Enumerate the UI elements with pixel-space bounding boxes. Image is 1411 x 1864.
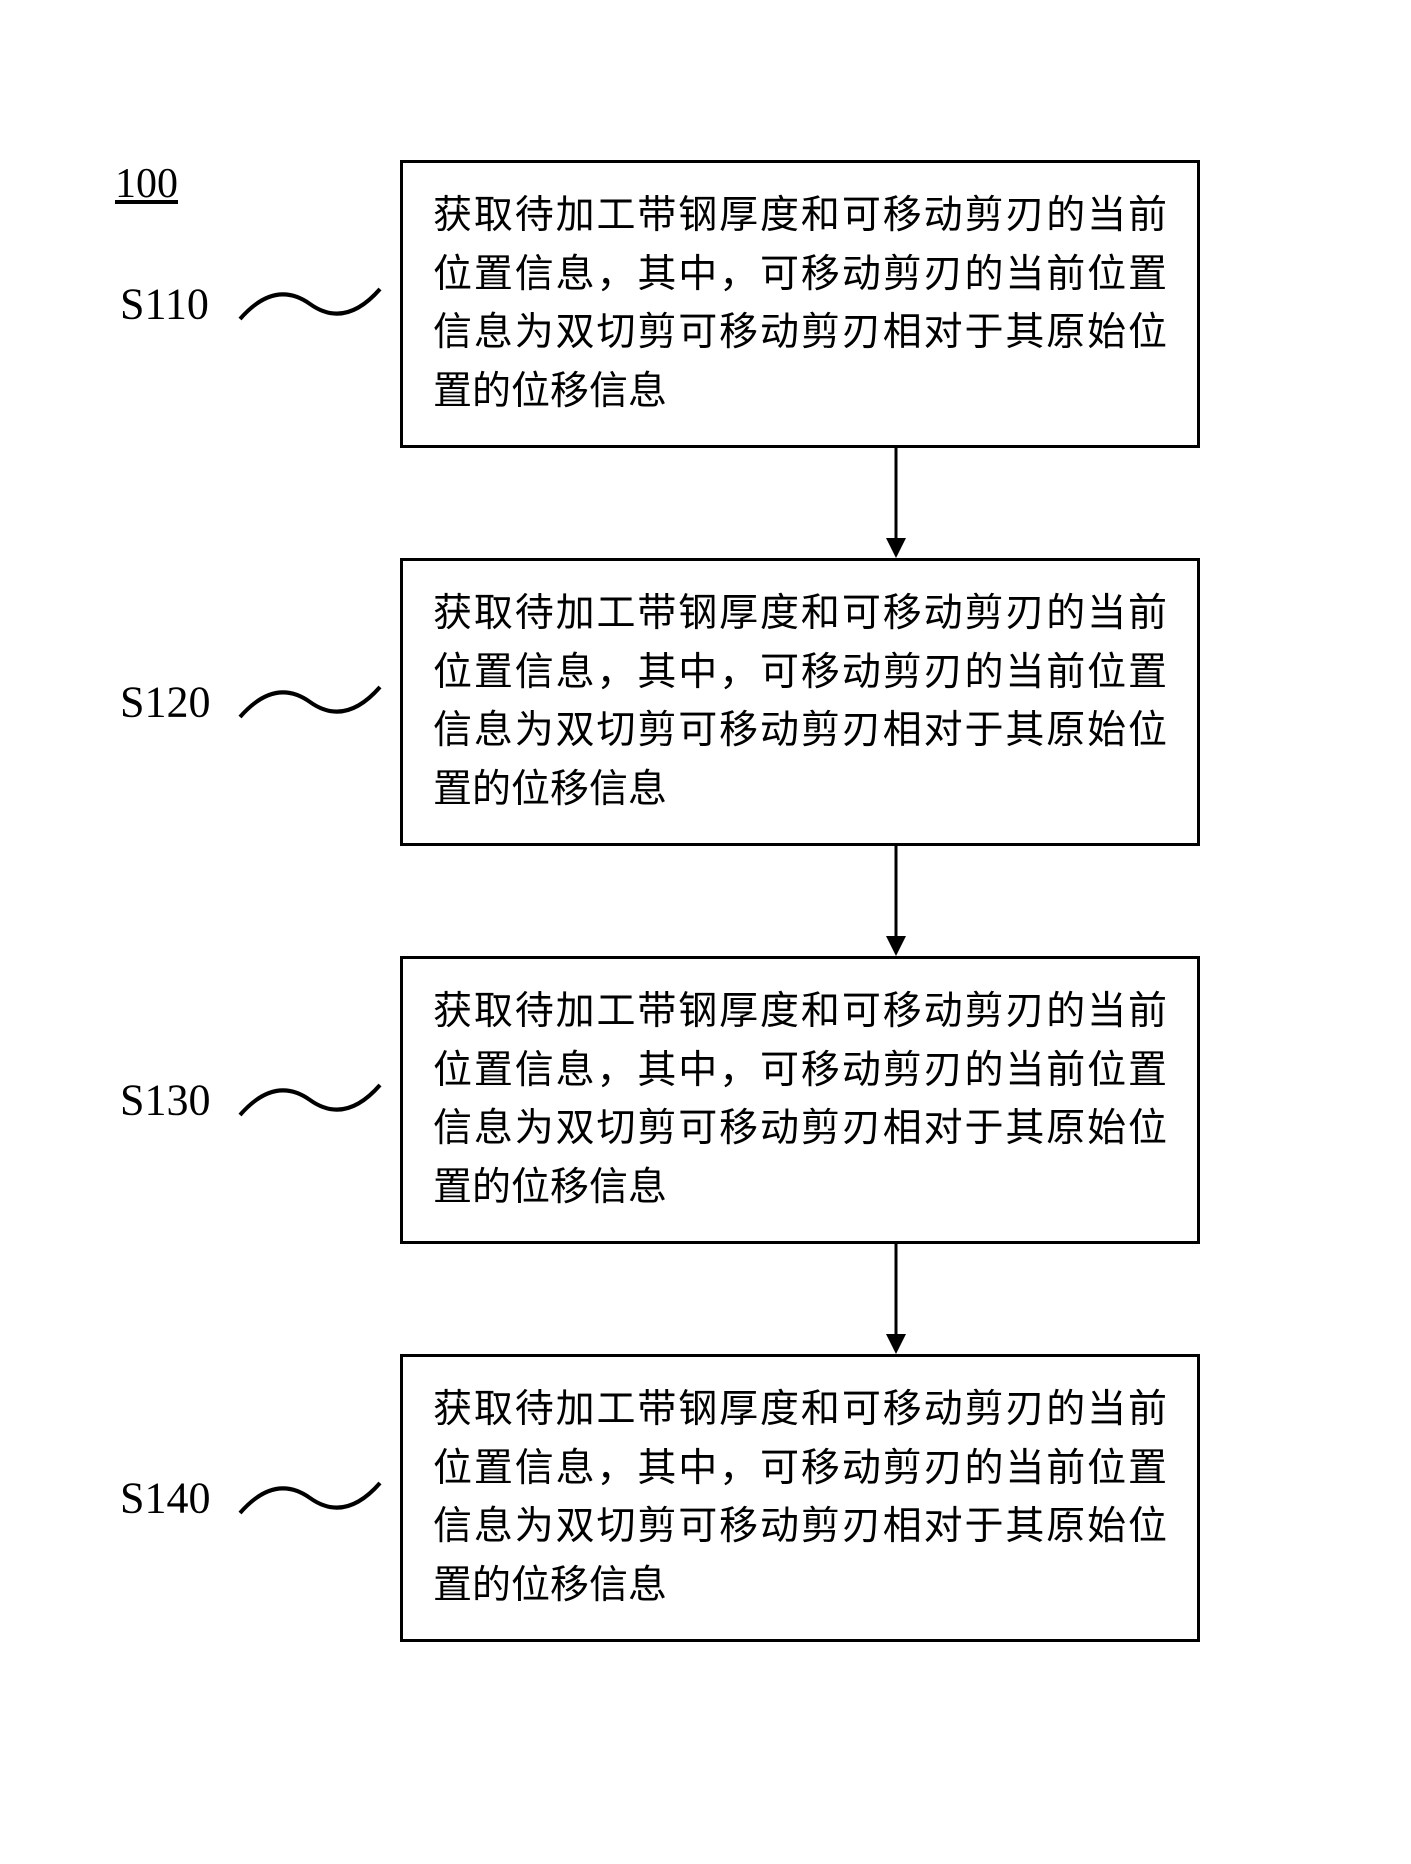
step-row: S110 获取待加工带钢厚度和可移动剪刃的当前位置信息，其中，可移动剪刃的当前位… xyxy=(120,160,1391,448)
wave-connector-icon xyxy=(235,672,385,732)
arrow-container xyxy=(496,846,1296,956)
step-box-s130: 获取待加工带钢厚度和可移动剪刃的当前位置信息，其中，可移动剪刃的当前位置信息为双… xyxy=(400,956,1200,1244)
arrow-down-icon xyxy=(881,1244,911,1354)
arrow-container xyxy=(496,448,1296,558)
arrow-down-icon xyxy=(881,846,911,956)
wave-connector-icon xyxy=(235,1070,385,1130)
arrow-container xyxy=(496,1244,1296,1354)
step-row: S140 获取待加工带钢厚度和可移动剪刃的当前位置信息，其中，可移动剪刃的当前位… xyxy=(120,1354,1391,1642)
flowchart-diagram: 100 S110 获取待加工带钢厚度和可移动剪刃的当前位置信息，其中，可移动剪刃… xyxy=(20,160,1391,1642)
wave-connector-icon xyxy=(235,1468,385,1528)
wave-connector-icon xyxy=(235,274,385,334)
arrow-down-icon xyxy=(881,448,911,558)
step-row: S120 获取待加工带钢厚度和可移动剪刃的当前位置信息，其中，可移动剪刃的当前位… xyxy=(120,558,1391,846)
flowchart-body: S110 获取待加工带钢厚度和可移动剪刃的当前位置信息，其中，可移动剪刃的当前位… xyxy=(120,160,1391,1642)
step-box-s140: 获取待加工带钢厚度和可移动剪刃的当前位置信息，其中，可移动剪刃的当前位置信息为双… xyxy=(400,1354,1200,1642)
step-label-s130: S130 xyxy=(120,1075,210,1126)
step-label-s140: S140 xyxy=(120,1473,210,1524)
step-box-s120: 获取待加工带钢厚度和可移动剪刃的当前位置信息，其中，可移动剪刃的当前位置信息为双… xyxy=(400,558,1200,846)
step-label-s120: S120 xyxy=(120,677,210,728)
step-box-s110: 获取待加工带钢厚度和可移动剪刃的当前位置信息，其中，可移动剪刃的当前位置信息为双… xyxy=(400,160,1200,448)
step-row: S130 获取待加工带钢厚度和可移动剪刃的当前位置信息，其中，可移动剪刃的当前位… xyxy=(120,956,1391,1244)
step-label-s110: S110 xyxy=(120,279,209,330)
